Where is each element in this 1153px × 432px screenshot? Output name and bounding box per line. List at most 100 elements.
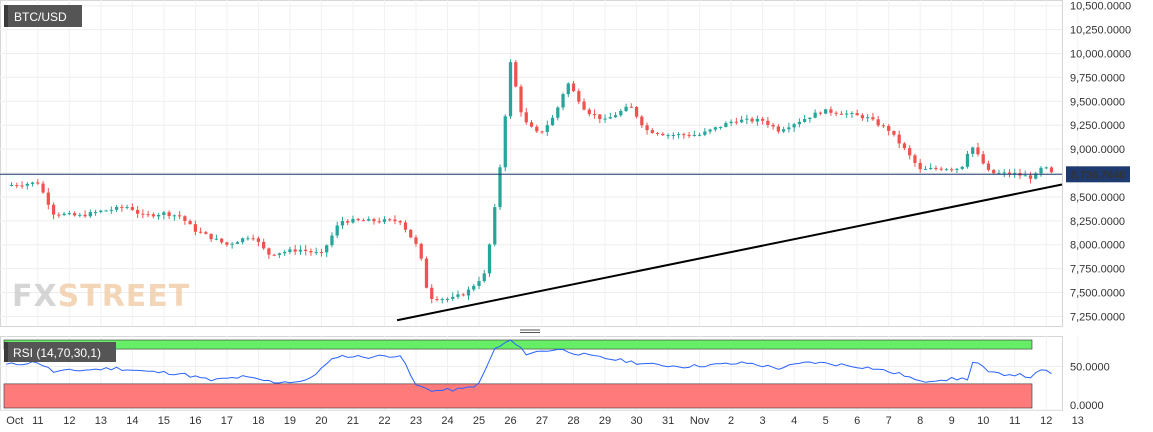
candle bbox=[682, 132, 686, 139]
candle bbox=[430, 284, 434, 304]
price-tick-label: 8,250.0000 bbox=[1070, 216, 1125, 228]
candle bbox=[440, 297, 444, 304]
candle-body bbox=[687, 134, 691, 136]
candle bbox=[571, 80, 576, 93]
candle-body bbox=[860, 115, 865, 119]
candle bbox=[524, 107, 528, 125]
candle bbox=[277, 252, 282, 258]
candle bbox=[540, 130, 544, 134]
candle-body bbox=[141, 213, 145, 215]
candle bbox=[298, 245, 303, 256]
candle bbox=[687, 131, 691, 139]
candle bbox=[908, 145, 912, 160]
candle bbox=[592, 109, 597, 119]
candle bbox=[550, 114, 555, 126]
time-tick-label: 18 bbox=[252, 415, 264, 427]
candle-body bbox=[766, 120, 770, 125]
candle-body bbox=[645, 125, 649, 131]
candle bbox=[718, 126, 723, 130]
candle-body bbox=[130, 207, 134, 210]
candle bbox=[151, 212, 155, 219]
candle bbox=[104, 209, 108, 212]
candle bbox=[351, 215, 355, 224]
candle-body bbox=[671, 134, 675, 136]
candle-body bbox=[692, 134, 696, 136]
candle-body bbox=[960, 166, 964, 169]
candle-body bbox=[550, 117, 555, 126]
candle bbox=[508, 59, 513, 120]
candle-body bbox=[36, 182, 40, 184]
candle bbox=[671, 132, 675, 140]
candle-body bbox=[372, 219, 376, 222]
candle bbox=[25, 182, 29, 190]
candle-body bbox=[676, 134, 681, 136]
candle-body bbox=[1007, 172, 1012, 175]
candle-body bbox=[104, 210, 108, 212]
candle-body bbox=[214, 238, 219, 240]
candle-body bbox=[330, 235, 334, 246]
candle-body bbox=[193, 224, 198, 232]
candle bbox=[309, 248, 313, 256]
candle bbox=[109, 206, 113, 214]
candle-body bbox=[424, 258, 429, 288]
candle bbox=[9, 182, 14, 187]
candle-body bbox=[703, 131, 707, 135]
candle-body bbox=[650, 130, 654, 133]
candle-body bbox=[235, 242, 240, 244]
candle-body bbox=[493, 207, 497, 245]
candle-body bbox=[356, 218, 360, 221]
candle bbox=[1007, 169, 1012, 178]
candle bbox=[1044, 166, 1048, 170]
candle bbox=[871, 112, 875, 121]
candle-body bbox=[1013, 173, 1017, 175]
candle-body bbox=[540, 131, 544, 133]
candle bbox=[377, 217, 381, 224]
candle-body bbox=[414, 237, 418, 244]
candle-body bbox=[514, 62, 518, 87]
candle bbox=[866, 114, 870, 123]
candle bbox=[67, 210, 71, 216]
candle-body bbox=[398, 221, 402, 223]
candle-body bbox=[125, 207, 129, 209]
time-tick-label: 2 bbox=[728, 415, 734, 427]
candle-body bbox=[456, 294, 460, 297]
candle-body bbox=[477, 281, 481, 286]
candle-body bbox=[256, 238, 261, 242]
candle-body bbox=[393, 219, 397, 222]
candle bbox=[409, 229, 413, 239]
time-tick-label: 5 bbox=[823, 415, 829, 427]
candle bbox=[608, 112, 612, 120]
candle bbox=[981, 151, 985, 165]
candle-body bbox=[782, 129, 786, 132]
candle bbox=[172, 214, 177, 221]
candle bbox=[934, 165, 938, 171]
candle bbox=[661, 131, 665, 137]
time-tick-label: 30 bbox=[630, 415, 642, 427]
candle-body bbox=[57, 214, 61, 216]
candle-body bbox=[792, 124, 796, 128]
candle-body bbox=[897, 134, 901, 144]
candle bbox=[913, 153, 917, 167]
candle bbox=[493, 204, 497, 247]
time-tick-label: 20 bbox=[315, 415, 327, 427]
candle-body bbox=[277, 253, 282, 255]
panel-resize-handle[interactable] bbox=[518, 328, 542, 335]
candle-body bbox=[346, 221, 350, 223]
candle-body bbox=[409, 229, 413, 238]
candle-body bbox=[188, 220, 192, 225]
candle-body bbox=[661, 133, 665, 136]
candle bbox=[99, 209, 103, 214]
candle bbox=[130, 203, 134, 211]
candle-body bbox=[587, 109, 591, 115]
candle bbox=[304, 245, 308, 256]
candle bbox=[692, 130, 696, 137]
time-tick-label: 9 bbox=[949, 415, 955, 427]
candle bbox=[220, 237, 224, 245]
candle bbox=[51, 202, 56, 220]
candle bbox=[939, 166, 943, 172]
candle bbox=[456, 290, 460, 300]
candle-body bbox=[881, 125, 886, 127]
candle-body bbox=[382, 219, 387, 222]
rsi-axis: 50.0000 0.0000 bbox=[1070, 361, 1110, 412]
candle bbox=[860, 113, 865, 121]
